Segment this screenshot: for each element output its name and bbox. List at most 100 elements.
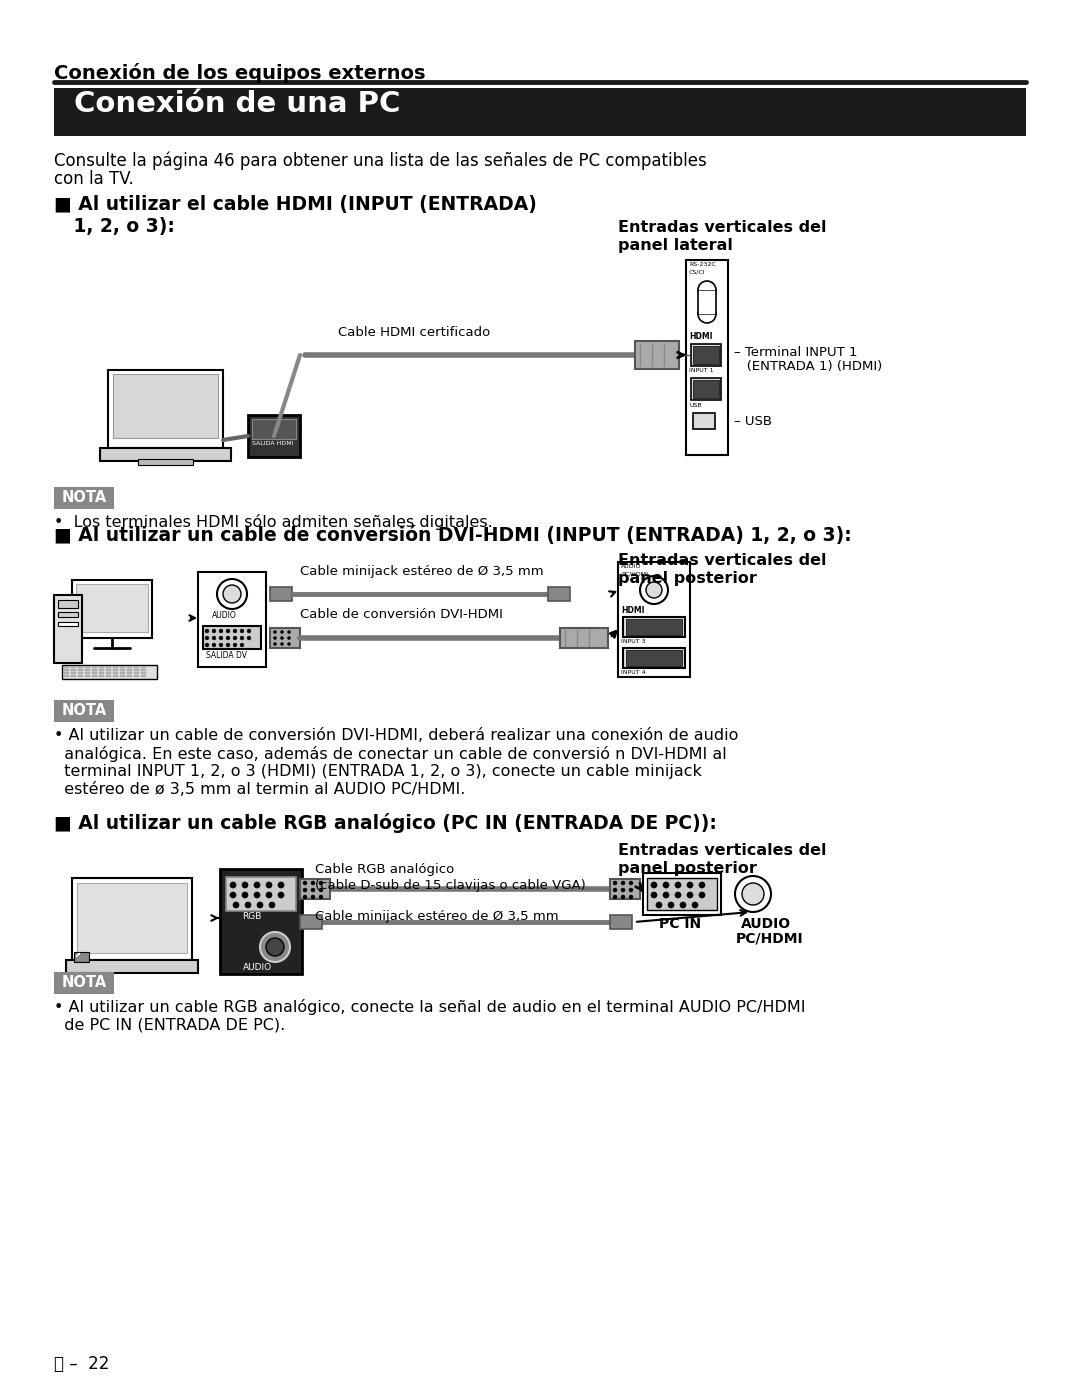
Text: PC/HDMI: PC/HDMI xyxy=(621,571,648,576)
Text: AUDIO: AUDIO xyxy=(212,610,237,620)
Bar xyxy=(693,380,719,398)
Bar xyxy=(58,612,78,617)
Circle shape xyxy=(699,893,705,898)
Circle shape xyxy=(278,882,284,888)
Text: (cable D-sub de 15 clavijas o cable VGA): (cable D-sub de 15 clavijas o cable VGA) xyxy=(315,879,585,893)
Bar xyxy=(691,344,721,366)
Circle shape xyxy=(303,888,307,893)
Bar xyxy=(610,915,632,929)
Circle shape xyxy=(735,876,771,912)
Circle shape xyxy=(273,643,276,645)
Text: Entradas verticales del: Entradas verticales del xyxy=(618,553,826,569)
Bar xyxy=(252,419,296,439)
Text: analógica. En este caso, además de conectar un cable de conversió n DVI-HDMI al: analógica. En este caso, además de conec… xyxy=(54,746,727,761)
Bar xyxy=(138,460,193,465)
Circle shape xyxy=(680,902,686,908)
Circle shape xyxy=(281,643,283,645)
Bar xyxy=(693,346,719,365)
Circle shape xyxy=(621,888,625,893)
Circle shape xyxy=(651,882,657,888)
Circle shape xyxy=(613,888,617,893)
Text: ■ Al utilizar el cable HDMI (INPUT (ENTRADA): ■ Al utilizar el cable HDMI (INPUT (ENTR… xyxy=(54,196,537,214)
Bar xyxy=(548,587,570,601)
Circle shape xyxy=(212,636,216,640)
Bar xyxy=(203,626,261,650)
Text: Cable de conversión DVI-HDMI: Cable de conversión DVI-HDMI xyxy=(300,608,503,622)
Circle shape xyxy=(303,895,307,900)
Circle shape xyxy=(242,882,248,888)
Bar xyxy=(686,260,728,455)
Circle shape xyxy=(217,578,247,609)
Bar xyxy=(72,877,192,960)
Text: – Terminal INPUT 1: – Terminal INPUT 1 xyxy=(734,346,858,359)
Circle shape xyxy=(311,895,315,900)
Text: Conexión de los equipos externos: Conexión de los equipos externos xyxy=(54,63,426,82)
Circle shape xyxy=(266,882,272,888)
Circle shape xyxy=(260,932,291,963)
Bar xyxy=(113,374,218,439)
Bar xyxy=(270,629,300,648)
Circle shape xyxy=(692,902,698,908)
Text: terminal INPUT 1, 2, o 3 (HDMI) (ENTRADA 1, 2, o 3), conecte un cable minijack: terminal INPUT 1, 2, o 3 (HDMI) (ENTRADA… xyxy=(54,764,702,780)
Circle shape xyxy=(247,629,251,633)
Circle shape xyxy=(230,882,237,888)
Circle shape xyxy=(266,893,272,898)
Bar xyxy=(610,879,640,900)
Text: (ENTRADA 1) (HDMI): (ENTRADA 1) (HDMI) xyxy=(734,360,882,373)
Bar xyxy=(100,448,231,461)
Circle shape xyxy=(230,893,237,898)
Circle shape xyxy=(613,895,617,900)
Circle shape xyxy=(273,630,276,633)
Circle shape xyxy=(212,629,216,633)
Circle shape xyxy=(226,629,230,633)
Bar xyxy=(635,341,679,369)
Bar xyxy=(198,571,266,666)
Bar xyxy=(693,414,715,429)
Circle shape xyxy=(698,281,716,299)
Bar xyxy=(54,700,114,722)
Text: INPUT 1: INPUT 1 xyxy=(689,367,714,373)
Bar xyxy=(643,873,721,915)
Circle shape xyxy=(646,583,662,598)
Bar xyxy=(626,650,681,666)
Circle shape xyxy=(219,636,222,640)
Bar xyxy=(58,622,78,626)
Text: estéreo de ø 3,5 mm al termin al AUDIO PC/HDMI.: estéreo de ø 3,5 mm al termin al AUDIO P… xyxy=(54,782,465,798)
Bar xyxy=(300,879,330,900)
Text: de PC IN (ENTRADA DE PC).: de PC IN (ENTRADA DE PC). xyxy=(54,1017,285,1032)
Circle shape xyxy=(651,893,657,898)
Circle shape xyxy=(233,629,237,633)
Bar xyxy=(623,648,685,668)
Circle shape xyxy=(287,630,291,633)
Text: panel posterior: panel posterior xyxy=(618,571,757,585)
Circle shape xyxy=(278,893,284,898)
Circle shape xyxy=(233,636,237,640)
Circle shape xyxy=(205,643,208,647)
Circle shape xyxy=(656,902,662,908)
Bar xyxy=(618,562,690,678)
Circle shape xyxy=(205,636,208,640)
Circle shape xyxy=(226,636,230,640)
Circle shape xyxy=(240,629,244,633)
Bar xyxy=(626,619,681,636)
Circle shape xyxy=(254,882,260,888)
Bar xyxy=(75,951,89,963)
Circle shape xyxy=(621,895,625,900)
Circle shape xyxy=(219,629,222,633)
Text: Conexión de una PC: Conexión de una PC xyxy=(75,89,401,117)
Text: Entradas verticales del: Entradas verticales del xyxy=(618,219,826,235)
Text: AUDIO: AUDIO xyxy=(243,963,272,972)
Circle shape xyxy=(233,643,237,647)
Circle shape xyxy=(629,888,633,893)
Circle shape xyxy=(663,882,669,888)
Circle shape xyxy=(303,882,307,886)
Circle shape xyxy=(245,902,251,908)
Bar xyxy=(647,877,717,909)
Circle shape xyxy=(240,636,244,640)
Text: PC IN: PC IN xyxy=(659,916,701,930)
Circle shape xyxy=(742,883,764,905)
Circle shape xyxy=(247,636,251,640)
Bar xyxy=(691,379,721,400)
Bar xyxy=(300,915,322,929)
Bar xyxy=(698,291,716,314)
